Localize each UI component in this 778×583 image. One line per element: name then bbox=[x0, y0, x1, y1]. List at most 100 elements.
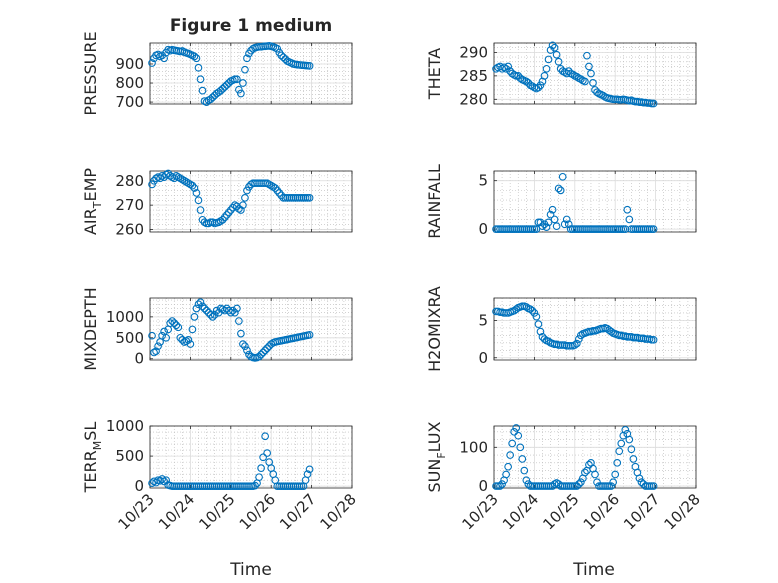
data-point bbox=[233, 304, 241, 313]
data-point bbox=[649, 99, 658, 108]
data-point bbox=[603, 482, 611, 490]
data-point bbox=[154, 50, 162, 59]
data-point bbox=[544, 218, 553, 227]
data-point bbox=[609, 478, 618, 487]
data-point bbox=[581, 468, 589, 477]
data-point bbox=[235, 317, 243, 325]
data-point bbox=[196, 75, 205, 84]
data-point bbox=[305, 62, 314, 70]
y-tick-label: 0 bbox=[134, 477, 144, 495]
data-point bbox=[148, 479, 156, 488]
data-point bbox=[275, 189, 284, 197]
data-point bbox=[222, 81, 231, 89]
data-point bbox=[257, 464, 265, 472]
data-point bbox=[154, 342, 162, 351]
data-point bbox=[536, 327, 545, 336]
y-tick-label: 0 bbox=[478, 220, 488, 238]
y-tick-label: 900 bbox=[115, 55, 144, 73]
data-point bbox=[550, 215, 559, 224]
data-point bbox=[572, 72, 581, 81]
data-point bbox=[581, 77, 589, 86]
data-point bbox=[629, 455, 638, 463]
data-point bbox=[532, 312, 541, 321]
y-tick-label: 700 bbox=[115, 93, 144, 111]
data-point bbox=[196, 206, 205, 214]
y-axis-label-terr-msl: TERRMSL bbox=[81, 422, 104, 494]
data-point bbox=[548, 205, 557, 214]
y-axis-label-h2omixra: H2OMIXRA bbox=[425, 286, 444, 372]
data-point bbox=[235, 85, 243, 94]
data-point bbox=[200, 304, 209, 313]
data-point bbox=[226, 308, 235, 317]
figure-title: Figure 1 medium bbox=[170, 16, 332, 36]
data-point bbox=[554, 184, 563, 193]
y-tick-label: 5 bbox=[478, 311, 488, 329]
data-point bbox=[647, 335, 656, 344]
data-point bbox=[263, 449, 272, 457]
plot-area-pressure bbox=[150, 43, 352, 104]
data-point bbox=[239, 201, 247, 210]
subplot-sun-flux: 0 100 SUNFLUX 10/2310/2410/2510/2610/2710/2… bbox=[425, 421, 704, 533]
subplot-rainfall: 0 5 RAINFALL bbox=[425, 164, 697, 239]
data-point bbox=[645, 225, 654, 233]
data-point bbox=[512, 305, 521, 314]
data-point bbox=[498, 480, 506, 488]
data-point bbox=[574, 480, 583, 488]
data-point bbox=[611, 470, 620, 479]
data-point bbox=[156, 174, 164, 183]
data-point bbox=[305, 331, 314, 339]
data-point bbox=[522, 303, 531, 311]
data-point bbox=[206, 95, 215, 104]
axes-box-air-temp bbox=[149, 170, 353, 233]
data-point bbox=[237, 89, 245, 98]
data-point bbox=[233, 75, 241, 84]
data-point bbox=[243, 346, 251, 355]
x-tick-label: 10/26 bbox=[236, 490, 279, 533]
y-tick-label: 100 bbox=[459, 438, 488, 456]
data-point bbox=[243, 54, 251, 63]
data-point bbox=[647, 99, 656, 108]
data-point bbox=[617, 225, 626, 233]
data-point bbox=[572, 482, 581, 490]
data-point bbox=[587, 69, 595, 78]
data-point bbox=[273, 186, 282, 195]
data-point bbox=[158, 331, 166, 340]
data-point bbox=[267, 181, 276, 190]
data-point bbox=[647, 225, 656, 233]
y-axis-label-rainfall: RAINFALL bbox=[425, 164, 444, 239]
subplot-air-temp: 260 270 280 AIRTEMP bbox=[81, 168, 353, 239]
data-point bbox=[230, 308, 239, 317]
data-point bbox=[162, 333, 171, 342]
data-point bbox=[279, 53, 288, 62]
subplot-mixdepth: 0 500 1000 MIXDEPTH bbox=[81, 287, 353, 371]
x-tick-label: 10/24 bbox=[499, 490, 542, 533]
data-point bbox=[649, 482, 658, 490]
data-point bbox=[241, 342, 249, 351]
x-tick-label: 10/25 bbox=[539, 490, 582, 533]
data-point bbox=[202, 306, 211, 315]
data-point bbox=[168, 317, 177, 325]
axes-box-sun-flux bbox=[493, 425, 697, 489]
data-point bbox=[239, 340, 247, 348]
data-point bbox=[540, 335, 549, 343]
x-tick-label: 10/26 bbox=[580, 490, 623, 533]
axes-box-theta bbox=[493, 42, 697, 105]
data-point bbox=[534, 83, 543, 92]
data-point bbox=[574, 335, 583, 343]
data-point bbox=[548, 41, 557, 50]
subplot-theta: 280 285 290 THETA bbox=[425, 41, 697, 108]
data-point bbox=[536, 81, 545, 90]
data-point bbox=[263, 179, 272, 188]
data-point bbox=[303, 193, 312, 202]
data-point bbox=[577, 75, 585, 83]
data-point bbox=[230, 75, 239, 84]
data-point bbox=[247, 482, 255, 491]
y-axis-label-theta: THETA bbox=[425, 48, 444, 100]
data-point bbox=[627, 445, 636, 454]
y-axis-label-sun-flux: SUNFLUX bbox=[425, 421, 448, 492]
data-point bbox=[224, 208, 233, 217]
data-point bbox=[172, 172, 181, 180]
data-point bbox=[625, 435, 634, 444]
data-point bbox=[261, 432, 269, 441]
data-point bbox=[528, 306, 537, 315]
